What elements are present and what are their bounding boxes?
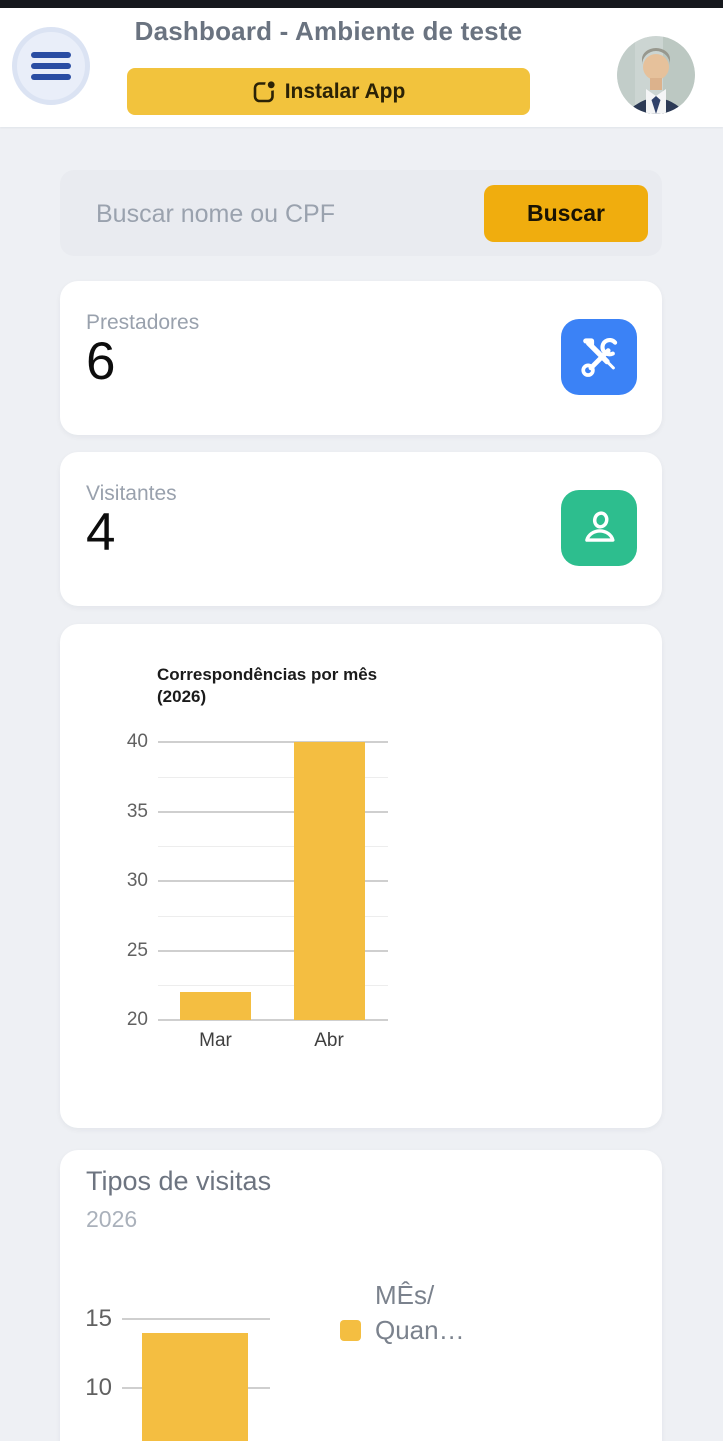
- chart-subtitle: 2026: [86, 1206, 138, 1232]
- stat-label: Prestadores: [86, 311, 200, 334]
- header: Dashboard - Ambiente de teste Instalar A…: [0, 8, 723, 127]
- bar-chart-correspondencias: 20 25 30 35 40 Mar Abr: [60, 624, 662, 1128]
- bar-Mar[interactable]: [180, 992, 251, 1020]
- y-axis-tick-label: 30: [126, 870, 148, 891]
- chart-title: Tipos de visitas: [86, 1166, 272, 1196]
- install-app-label: Instalar App: [284, 79, 406, 103]
- gridline: [158, 949, 388, 952]
- gridline: [122, 1318, 270, 1320]
- stat-label: Visitantes: [86, 482, 177, 505]
- search-bar: Buscar: [60, 170, 662, 258]
- stat-card-prestadores[interactable]: Prestadores 6: [60, 281, 662, 435]
- install-app-button[interactable]: Instalar App: [127, 68, 530, 115]
- y-axis-tick-label: 15: [85, 1305, 112, 1332]
- legend-label: Quan…: [375, 1315, 465, 1345]
- gridline: [158, 1019, 388, 1021]
- bar-Abr[interactable]: [293, 742, 365, 1020]
- bar-chart-tipos-de-visitas: 10 15: [60, 1150, 662, 1441]
- y-axis-tick-label: 40: [126, 731, 148, 752]
- search-button[interactable]: Buscar: [484, 185, 648, 242]
- status-bar: [0, 0, 723, 8]
- y-axis-tick-label: 20: [126, 1009, 148, 1030]
- install-app-icon: [252, 79, 276, 104]
- gridline: [158, 810, 388, 813]
- gridline-minor: [158, 915, 388, 917]
- gridline-minor: [158, 985, 388, 987]
- y-axis-tick-label: 25: [126, 939, 148, 961]
- hamburger-menu-icon: [31, 52, 71, 58]
- x-axis-tick-label: Abr: [314, 1030, 344, 1051]
- chart-title: Correspondências por mês (2026): [157, 665, 378, 707]
- legend-swatch: [340, 1320, 361, 1341]
- gridline: [158, 741, 388, 743]
- chart-card-tipos-de-visitas: Tipos de visitas 2026 10 15 MÊs/ Quan…: [60, 1150, 662, 1441]
- user-avatar[interactable]: [617, 36, 695, 114]
- y-axis-tick-label: 35: [126, 800, 148, 822]
- gridline: [158, 880, 388, 882]
- tools-icon: [561, 319, 637, 395]
- legend-label: MÊs/: [375, 1280, 435, 1310]
- gridline-minor: [158, 846, 388, 848]
- chart-card-correspondencias: Correspondências por mês (2026) 20 25 30 35…: [60, 624, 662, 1128]
- x-axis-tick-label: Mar: [199, 1030, 232, 1051]
- y-axis-tick-label: 10: [85, 1374, 112, 1401]
- stat-value: 6: [86, 332, 116, 391]
- gridline-minor: [158, 776, 388, 778]
- person-icon: [561, 490, 637, 566]
- menu-button[interactable]: [12, 27, 90, 105]
- bar-series-0[interactable]: [142, 1332, 248, 1441]
- stat-card-visitantes[interactable]: Visitantes 4: [60, 452, 662, 606]
- search-input[interactable]: [94, 170, 478, 258]
- page-title: Dashboard - Ambiente de teste: [134, 16, 523, 46]
- stat-value: 4: [86, 503, 116, 562]
